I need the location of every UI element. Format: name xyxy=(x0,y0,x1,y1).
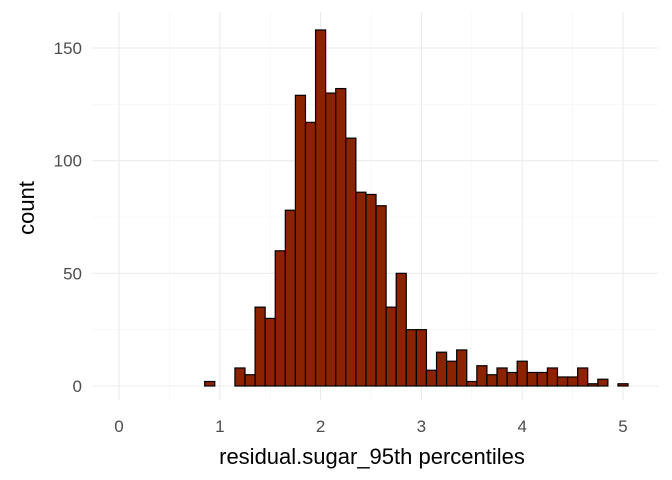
x-tick-label: 5 xyxy=(618,417,627,436)
histogram-bar xyxy=(415,329,428,387)
histogram-bar xyxy=(556,376,569,387)
histogram-bar xyxy=(617,383,629,387)
histogram-bar xyxy=(466,380,478,387)
histogram-bar xyxy=(294,94,307,387)
y-axis-ticks: 0 50 100 150 xyxy=(54,39,82,396)
histogram-bar xyxy=(496,367,508,387)
histogram-bar xyxy=(566,376,579,387)
x-tick-label: 1 xyxy=(215,417,224,436)
histogram-bar xyxy=(395,272,407,387)
histogram-bar xyxy=(526,371,538,387)
histogram-bar xyxy=(304,121,317,387)
histogram-bar xyxy=(597,378,609,387)
histogram-bar xyxy=(536,371,549,387)
histogram-bar xyxy=(314,29,327,387)
histogram-bar xyxy=(365,193,377,387)
histogram-bar xyxy=(506,371,518,387)
histogram-bar xyxy=(254,306,266,387)
histogram-bar xyxy=(355,191,367,387)
histogram-bar xyxy=(345,137,357,387)
histogram-bar xyxy=(456,349,468,387)
histogram-bar xyxy=(335,87,347,387)
histogram-bar xyxy=(486,374,498,387)
histogram-bars xyxy=(204,29,629,387)
x-axis-ticks: 0 1 2 3 4 5 xyxy=(114,417,627,436)
histogram-bar xyxy=(284,209,297,387)
x-tick-label: 0 xyxy=(114,417,123,436)
histogram-bar xyxy=(435,351,448,387)
x-axis-title: residual.sugar_95th percentiles xyxy=(219,444,525,469)
histogram-bar xyxy=(546,367,559,387)
histogram-bar xyxy=(425,369,438,387)
y-tick-label: 50 xyxy=(63,264,82,283)
histogram-bar xyxy=(264,317,276,387)
x-tick-label: 4 xyxy=(517,417,526,436)
histogram-bar xyxy=(516,360,528,387)
histogram-bar xyxy=(244,374,256,387)
histogram-bar xyxy=(587,383,599,387)
y-tick-label: 0 xyxy=(73,377,82,396)
y-axis-title: count xyxy=(14,181,39,235)
histogram-bar xyxy=(274,250,286,387)
histogram-bar xyxy=(234,367,246,387)
histogram-bar xyxy=(405,329,417,387)
histogram-bar xyxy=(577,367,589,387)
x-tick-label: 2 xyxy=(316,417,325,436)
histogram-bar xyxy=(325,92,337,387)
histogram-bar xyxy=(476,365,488,387)
y-tick-label: 150 xyxy=(54,39,82,58)
histogram-bar xyxy=(375,205,387,387)
histogram-bar xyxy=(204,380,216,387)
histogram-bar xyxy=(385,306,397,387)
y-tick-label: 100 xyxy=(54,152,82,171)
histogram-bar xyxy=(446,360,458,387)
x-tick-label: 3 xyxy=(417,417,426,436)
